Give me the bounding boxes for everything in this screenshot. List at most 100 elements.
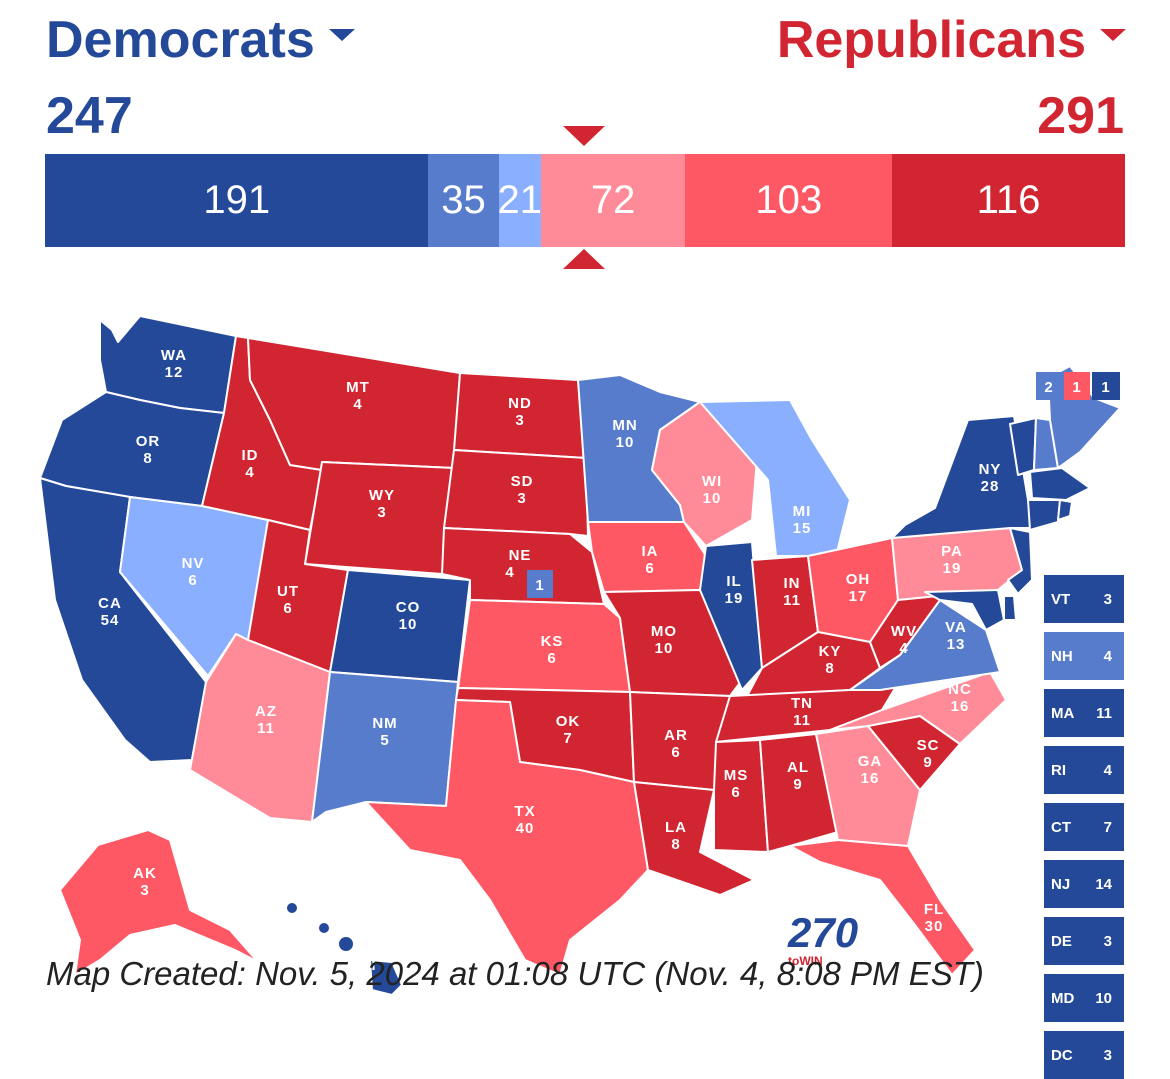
small-state-nh[interactable]: NH 4 xyxy=(1044,632,1124,680)
small-state-dc[interactable]: DC 3 xyxy=(1044,1031,1124,1079)
small-state-de[interactable]: DE 3 xyxy=(1044,917,1124,965)
bar-segment-label: 21 xyxy=(497,178,543,222)
state-ev-ut: 6 xyxy=(283,600,292,617)
state-ev-ia: 6 xyxy=(645,560,654,577)
small-state-vt[interactable]: VT 3 xyxy=(1044,575,1124,623)
state-sd[interactable] xyxy=(443,449,589,537)
state-ev-wv: 4 xyxy=(899,640,908,657)
small-state-ri[interactable]: RI 4 xyxy=(1044,746,1124,794)
me-district-box[interactable] xyxy=(1036,372,1062,400)
state-al[interactable] xyxy=(759,733,839,853)
state-mi[interactable] xyxy=(699,399,851,557)
state-ev-oh: 17 xyxy=(849,588,868,605)
state-ev-hi: 4 xyxy=(363,973,372,990)
state-label-ms: MS xyxy=(724,767,749,784)
state-hi-island[interactable] xyxy=(285,901,299,915)
state-ev-sc: 9 xyxy=(923,754,932,771)
republicans-dropdown[interactable]: Republicans xyxy=(777,10,1126,70)
chevron-down-icon xyxy=(1100,29,1126,42)
state-label-nd: ND xyxy=(508,395,532,412)
state-label-ca: CA xyxy=(98,595,122,612)
state-label-in: IN xyxy=(784,575,801,592)
state-ev-ny: 28 xyxy=(981,478,1000,495)
ne-district-label: 1 xyxy=(535,577,544,594)
small-state-abbr: MA xyxy=(1051,704,1075,722)
state-label-mi: MI xyxy=(793,503,812,520)
state-ev-or: 8 xyxy=(143,450,152,467)
bar-segment-label: 35 xyxy=(441,178,486,222)
republicans-label: Republicans xyxy=(776,11,1086,69)
state-ma-shape[interactable] xyxy=(1029,467,1091,501)
state-ev-ak: 3 xyxy=(140,882,149,899)
state-label-wv: WV xyxy=(891,623,917,640)
state-ev-nd: 3 xyxy=(515,412,524,429)
state-hi[interactable] xyxy=(369,959,403,996)
state-ev-in: 11 xyxy=(783,592,801,609)
state-il[interactable] xyxy=(699,541,763,691)
state-label-id: ID xyxy=(242,447,259,464)
small-state-ct[interactable]: CT 7 xyxy=(1044,803,1124,851)
state-ev-nm: 5 xyxy=(380,732,389,749)
state-label-fl: FL xyxy=(924,901,944,918)
ne-district-box[interactable] xyxy=(527,570,553,598)
me-district-label: 1 xyxy=(1101,379,1110,396)
state-ev-ne: 4 xyxy=(505,564,514,581)
bar-segment-safe-dem: 191 xyxy=(45,154,429,247)
state-label-nm: NM xyxy=(372,715,397,732)
state-ev-wi: 10 xyxy=(703,490,722,507)
state-label-tx: TX xyxy=(514,803,535,820)
state-ev-mn: 10 xyxy=(616,434,635,451)
democrats-label: Democrats xyxy=(46,11,315,69)
state-md-shape[interactable] xyxy=(924,589,1005,631)
state-ms[interactable] xyxy=(713,739,769,853)
state-label-or: OR xyxy=(136,433,161,450)
state-nj-shape[interactable] xyxy=(1007,527,1033,595)
state-ri-shape[interactable] xyxy=(1057,499,1073,521)
state-nc[interactable] xyxy=(829,671,1007,745)
state-tx[interactable] xyxy=(365,699,649,976)
state-ak[interactable] xyxy=(59,829,259,976)
state-label-tn: TN xyxy=(791,695,813,712)
small-state-abbr: MD xyxy=(1051,989,1075,1007)
state-hi-island[interactable] xyxy=(337,935,355,953)
state-label-ne: NE xyxy=(509,547,532,564)
small-state-abbr: DE xyxy=(1051,932,1072,950)
state-de-shape[interactable] xyxy=(1003,595,1017,621)
state-label-il: IL xyxy=(726,573,741,590)
state-ev-ca: 54 xyxy=(101,612,120,629)
small-state-ma[interactable]: MA 11 xyxy=(1044,689,1124,737)
me-district-box[interactable] xyxy=(1092,372,1120,400)
state-label-nc: NC xyxy=(948,681,972,698)
small-state-ev: 11 xyxy=(1096,704,1112,722)
state-hi-island[interactable] xyxy=(317,921,331,935)
threshold-marker-bottom xyxy=(563,249,605,269)
state-ev-mi: 15 xyxy=(793,520,812,537)
state-label-ia: IA xyxy=(642,543,659,560)
bar-segment-lean-dem: 21 xyxy=(497,154,543,247)
state-ev-wa: 12 xyxy=(165,364,184,381)
state-label-ak: AK xyxy=(133,865,157,882)
state-label-az: AZ xyxy=(255,703,277,720)
state-label-mo: MO xyxy=(651,623,677,640)
state-ev-mt: 4 xyxy=(353,396,362,413)
state-label-sd: SD xyxy=(511,473,534,490)
state-ct-shape[interactable] xyxy=(1027,499,1061,531)
map-credit: Map Created: Nov. 5, 2024 at 01:08 UTC (… xyxy=(46,955,984,992)
state-fl[interactable] xyxy=(789,839,976,976)
small-state-abbr: DC xyxy=(1051,1046,1073,1064)
state-ev-az: 11 xyxy=(257,720,275,737)
state-ev-il: 19 xyxy=(725,590,744,607)
democrats-dropdown[interactable]: Democrats xyxy=(46,10,355,70)
state-label-mn: MN xyxy=(612,417,637,434)
threshold-marker-top xyxy=(563,126,605,146)
state-ev-fl: 30 xyxy=(925,918,944,935)
state-ev-va: 13 xyxy=(947,636,966,653)
small-state-nj[interactable]: NJ 14 xyxy=(1044,860,1124,908)
state-label-ok: OK xyxy=(556,713,581,730)
small-state-md[interactable]: MD 10 xyxy=(1044,974,1124,1022)
republicans-total: 291 xyxy=(1037,87,1124,145)
me-district-box[interactable] xyxy=(1064,372,1090,400)
bar-segment-safe-rep: 116 xyxy=(892,154,1125,247)
state-label-nv: NV xyxy=(182,555,205,572)
